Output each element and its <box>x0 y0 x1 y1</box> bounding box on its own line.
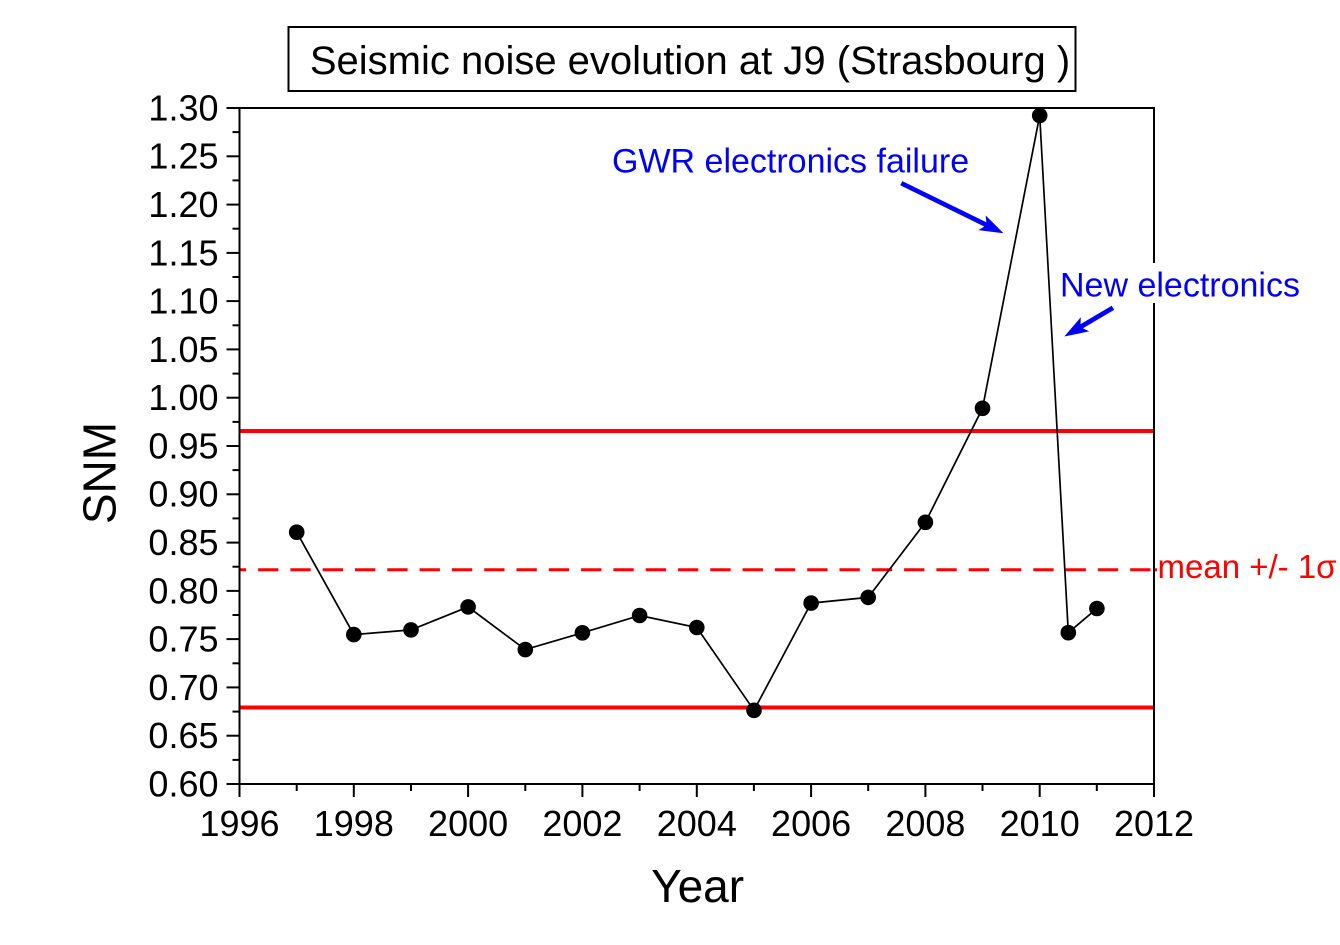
svg-text:1.05: 1.05 <box>148 329 218 370</box>
svg-text:mean +/- 1σ: mean +/- 1σ <box>1158 548 1337 585</box>
svg-text:SNM: SNM <box>74 422 126 524</box>
svg-text:1996: 1996 <box>199 803 279 844</box>
svg-text:0.70: 0.70 <box>148 667 218 708</box>
svg-text:1.30: 1.30 <box>148 87 218 128</box>
svg-text:2004: 2004 <box>657 803 737 844</box>
svg-text:0.90: 0.90 <box>148 474 218 515</box>
svg-text:1.10: 1.10 <box>148 281 218 322</box>
svg-text:0.95: 0.95 <box>148 425 218 466</box>
svg-text:1.00: 1.00 <box>148 377 218 418</box>
svg-text:1998: 1998 <box>314 803 394 844</box>
svg-text:0.60: 0.60 <box>148 763 218 804</box>
svg-text:2002: 2002 <box>542 803 622 844</box>
svg-text:2008: 2008 <box>885 803 965 844</box>
svg-text:0.85: 0.85 <box>148 522 218 563</box>
svg-text:New electronics: New electronics <box>1060 267 1300 305</box>
svg-text:GWR electronics failure: GWR electronics failure <box>612 143 969 181</box>
svg-text:1.15: 1.15 <box>148 232 218 273</box>
svg-text:0.65: 0.65 <box>148 715 218 756</box>
svg-text:2010: 2010 <box>1000 803 1080 844</box>
svg-text:Year: Year <box>651 860 744 912</box>
svg-text:0.80: 0.80 <box>148 570 218 611</box>
svg-text:1.25: 1.25 <box>148 136 218 177</box>
svg-text:2012: 2012 <box>1114 803 1194 844</box>
svg-text:2000: 2000 <box>428 803 508 844</box>
svg-text:1.20: 1.20 <box>148 184 218 225</box>
svg-text:Seismic noise evolution at J9: Seismic noise evolution at J9 (Strasbour… <box>310 39 1070 83</box>
svg-text:2006: 2006 <box>771 803 851 844</box>
svg-text:0.75: 0.75 <box>148 619 218 660</box>
